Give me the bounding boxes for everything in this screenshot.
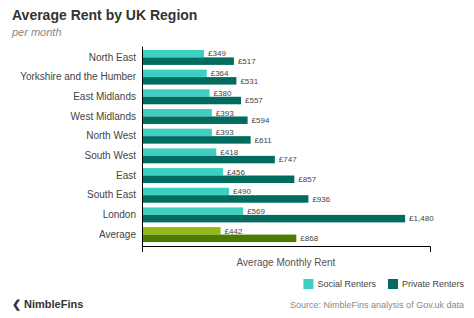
y-axis: Average London South East East South West Nor… bbox=[20, 47, 142, 247]
data-label: £936 bbox=[312, 195, 330, 204]
legend: Private Renters Social Renters bbox=[303, 279, 464, 289]
data-label: £531 bbox=[240, 77, 258, 86]
bar bbox=[142, 70, 207, 77]
data-label: £393 bbox=[216, 109, 234, 118]
x-axis-title: Average Monthly Rent bbox=[237, 257, 336, 268]
bar bbox=[142, 116, 248, 123]
y-tick: Yorkshire and the Humber bbox=[20, 71, 142, 82]
data-label: £364 bbox=[211, 69, 229, 78]
y-axis-line bbox=[142, 47, 143, 247]
bar bbox=[142, 136, 251, 143]
y-tick: South West bbox=[84, 150, 142, 161]
subtitle: per month bbox=[11, 26, 62, 38]
y-tick-label: East Midlands bbox=[73, 91, 136, 102]
x-axis bbox=[143, 247, 431, 253]
data-label: £857 bbox=[298, 175, 316, 184]
data-label: £490 bbox=[233, 187, 251, 196]
data-label: £442 bbox=[225, 227, 243, 236]
bar bbox=[142, 89, 210, 96]
y-tick-label: West Midlands bbox=[71, 111, 136, 122]
legend-swatch bbox=[303, 279, 313, 289]
data-label: £1,480 bbox=[409, 214, 434, 223]
y-tick: North East bbox=[89, 52, 142, 63]
bars bbox=[142, 50, 405, 242]
y-tick-label: South East bbox=[87, 189, 136, 200]
y-tick-label: East bbox=[116, 170, 136, 181]
bar bbox=[142, 168, 223, 175]
bar bbox=[142, 148, 216, 155]
data-label: £747 bbox=[279, 155, 297, 164]
bar bbox=[142, 57, 234, 64]
bar bbox=[142, 215, 405, 222]
y-tick: North West bbox=[86, 130, 142, 141]
title: Average Rent by UK Region bbox=[12, 7, 197, 23]
data-label: £594 bbox=[252, 116, 270, 125]
y-tick: Average bbox=[99, 229, 142, 240]
legend-label: Private Renters bbox=[402, 279, 465, 289]
bar bbox=[142, 188, 229, 195]
y-tick-label: South West bbox=[84, 150, 136, 161]
bar bbox=[142, 50, 204, 57]
bar bbox=[142, 156, 275, 163]
data-labels: £442 £569 £490 £456 £418 £393 £393 £380 £364 £349… bbox=[208, 49, 434, 243]
bar bbox=[142, 235, 296, 242]
data-label: £611 bbox=[255, 136, 273, 145]
data-label: £868 bbox=[300, 234, 318, 243]
bar bbox=[142, 109, 212, 116]
bar bbox=[142, 77, 236, 84]
bar bbox=[142, 227, 221, 234]
y-tick-label: London bbox=[103, 209, 136, 220]
data-label: £418 bbox=[220, 148, 238, 157]
y-tick: West Midlands bbox=[71, 111, 142, 122]
bar bbox=[142, 176, 294, 183]
source: Source: NimbleFins analysis of Gov.uk da… bbox=[290, 300, 464, 310]
y-tick-label: North West bbox=[86, 130, 136, 141]
logo: ❮ NimbleFins bbox=[12, 298, 83, 311]
bar bbox=[142, 207, 243, 214]
bar bbox=[142, 195, 308, 202]
chart: Average Rent by UK Region per month £442 £5… bbox=[0, 0, 474, 318]
data-label: £393 bbox=[216, 128, 234, 137]
legend-label: Social Renters bbox=[317, 279, 376, 289]
data-label: £517 bbox=[238, 57, 256, 66]
data-label: £380 bbox=[214, 89, 232, 98]
y-tick-label: Yorkshire and the Humber bbox=[20, 71, 136, 82]
plot: £442 £569 £490 £456 £418 £393 £393 £380 £364 £349… bbox=[20, 47, 434, 253]
y-tick: East Midlands bbox=[73, 91, 142, 102]
data-label: £557 bbox=[245, 96, 263, 105]
data-label: £349 bbox=[208, 49, 226, 58]
y-tick: London bbox=[103, 209, 142, 220]
legend-swatch bbox=[388, 279, 398, 289]
data-label: £456 bbox=[227, 168, 245, 177]
y-tick: East bbox=[116, 170, 142, 181]
bar bbox=[142, 97, 241, 104]
bar bbox=[142, 129, 212, 136]
x-axis-line bbox=[143, 247, 431, 253]
data-label: £569 bbox=[247, 207, 265, 216]
y-tick-label: North East bbox=[89, 52, 136, 63]
y-tick-label: Average bbox=[99, 229, 137, 240]
y-tick: South East bbox=[87, 189, 142, 200]
